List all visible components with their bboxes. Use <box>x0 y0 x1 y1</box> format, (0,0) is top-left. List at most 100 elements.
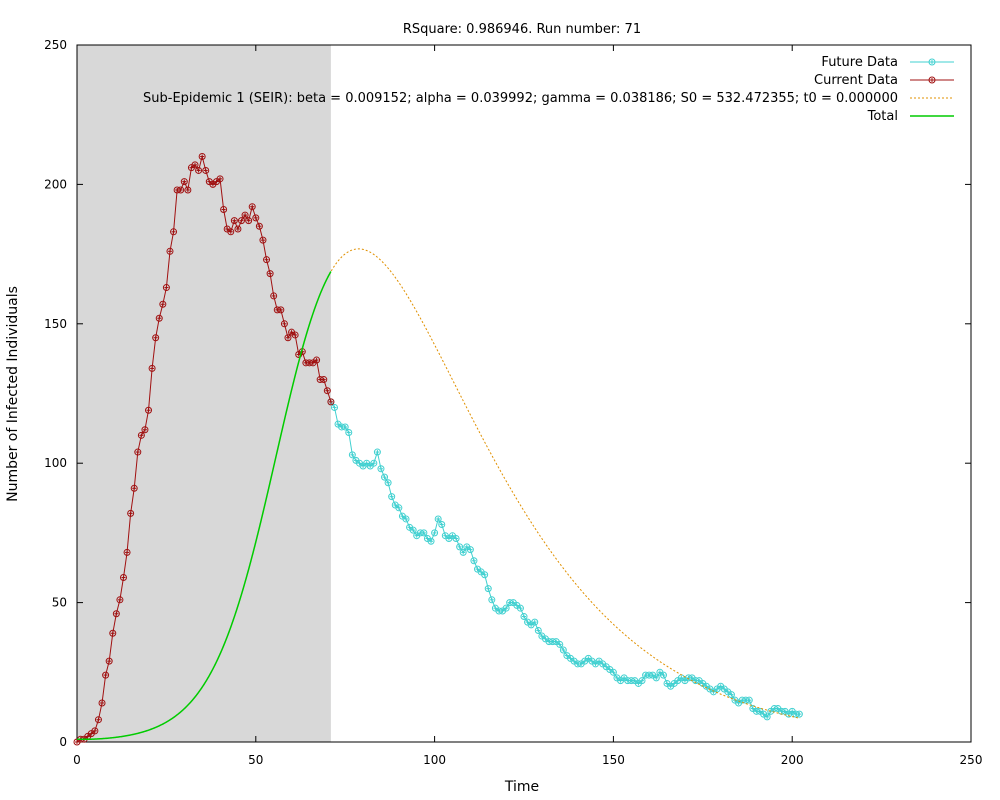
total-line <box>76 271 332 741</box>
future-data-point <box>427 537 435 545</box>
legend-label-sub-epidemic-1-seir-beta-0-009152-alpha-0-039992-gamma-0-038186-s0-532-472355-t0-0-000000: Sub-Epidemic 1 (SEIR): beta = 0.009152; … <box>143 91 898 106</box>
y-tick-label-50: 50 <box>52 596 67 610</box>
current-data-point <box>166 247 174 255</box>
current-data-point <box>216 175 224 183</box>
current-data-point <box>102 671 110 679</box>
current-data-point <box>202 166 210 174</box>
current-data-point <box>119 574 127 582</box>
future-data-point <box>438 521 446 529</box>
current-data-point <box>137 431 145 439</box>
current-data-point <box>91 727 99 735</box>
current-data-point <box>230 217 238 225</box>
future-data-point <box>388 493 396 501</box>
series-layer <box>73 153 803 746</box>
current-data-point <box>234 225 242 233</box>
x-tick-label-100: 100 <box>423 753 446 767</box>
x-tick-label-0: 0 <box>73 753 81 767</box>
legend-label-total: Total <box>867 109 898 124</box>
current-data-point <box>123 548 131 556</box>
current-data-point <box>252 214 260 222</box>
current-data-point <box>155 314 163 322</box>
future-data-point <box>345 429 353 437</box>
current-data-point <box>327 398 335 406</box>
future-data-point <box>452 534 460 542</box>
future-data-point <box>395 504 403 512</box>
current-data-point <box>109 629 117 637</box>
current-data-point <box>145 406 153 414</box>
future-data-point <box>488 596 496 604</box>
chart-title: RSquare: 0.986946. Run number: 71 <box>403 22 641 37</box>
current-data-point <box>266 270 274 278</box>
current-data-point <box>280 320 288 328</box>
current-data-point <box>248 203 256 211</box>
y-tick-label-100: 100 <box>44 456 67 470</box>
current-data-point <box>152 334 160 342</box>
current-data-point <box>320 376 328 384</box>
current-data-point <box>127 509 135 517</box>
legend-marker-future-data <box>928 58 936 66</box>
current-data-point <box>245 217 253 225</box>
future-data-point <box>652 674 660 682</box>
current-data-point <box>116 596 124 604</box>
plot-frame <box>76 44 972 743</box>
current-data-point <box>180 178 188 186</box>
current-data-point <box>191 161 199 169</box>
future-data-point <box>456 543 464 551</box>
legend-layer: Future Data Current Data Sub-Epidemic 1 (S… <box>143 55 954 124</box>
future-data-point <box>470 557 478 565</box>
current-data-point <box>105 657 113 665</box>
future-data-point <box>377 465 385 473</box>
future-data-point <box>520 613 528 621</box>
x-tick-label-200: 200 <box>781 753 804 767</box>
x-axis-label: Time <box>504 779 539 795</box>
future-data-point <box>727 691 735 699</box>
current-data-point <box>141 426 149 434</box>
current-data-point <box>284 334 292 342</box>
future-data-point <box>409 526 417 534</box>
future-data-point <box>559 646 567 654</box>
current-data-point <box>177 186 185 194</box>
current-data-point <box>134 448 142 456</box>
future-data-point <box>466 546 474 554</box>
y-tick-label-250: 250 <box>44 38 67 52</box>
future-data-point <box>373 448 381 456</box>
future-data-point <box>381 473 389 481</box>
current-data-point <box>277 306 285 314</box>
shaded-region-layer <box>77 45 331 742</box>
current-data-point <box>313 356 321 364</box>
future-data-point <box>516 604 524 612</box>
future-data-point <box>341 423 349 431</box>
legend-marker-current-data <box>928 76 936 84</box>
current-data-point <box>241 211 249 219</box>
legend-label-current-data: Current Data <box>814 73 898 88</box>
future-data-point <box>763 713 771 721</box>
future-data-point <box>609 668 617 676</box>
y-axis-label: Number of Infected Individuals <box>5 286 21 502</box>
future-data-point <box>330 403 338 411</box>
current-data-point <box>112 610 120 618</box>
current-data-line <box>76 156 332 743</box>
current-data-point <box>94 716 102 724</box>
current-data-point <box>237 217 245 225</box>
future-data-point <box>384 479 392 487</box>
future-data-point <box>434 515 442 523</box>
future-data-point <box>638 677 646 685</box>
y-tick-label-150: 150 <box>44 317 67 331</box>
x-tick-label-50: 50 <box>248 753 263 767</box>
future-data-point <box>348 451 356 459</box>
current-data-point <box>270 292 278 300</box>
current-data-point <box>98 699 106 707</box>
future-data-point <box>502 604 510 612</box>
future-data-line <box>330 401 800 718</box>
future-data-point <box>402 515 410 523</box>
current-data-point <box>148 364 156 372</box>
future-data-point <box>484 585 492 593</box>
future-data-point <box>659 671 667 679</box>
x-tick-label-250: 250 <box>960 753 983 767</box>
current-data-point <box>259 236 267 244</box>
current-data-point <box>195 166 203 174</box>
future-data-point <box>795 710 803 718</box>
future-data-point <box>420 529 428 537</box>
